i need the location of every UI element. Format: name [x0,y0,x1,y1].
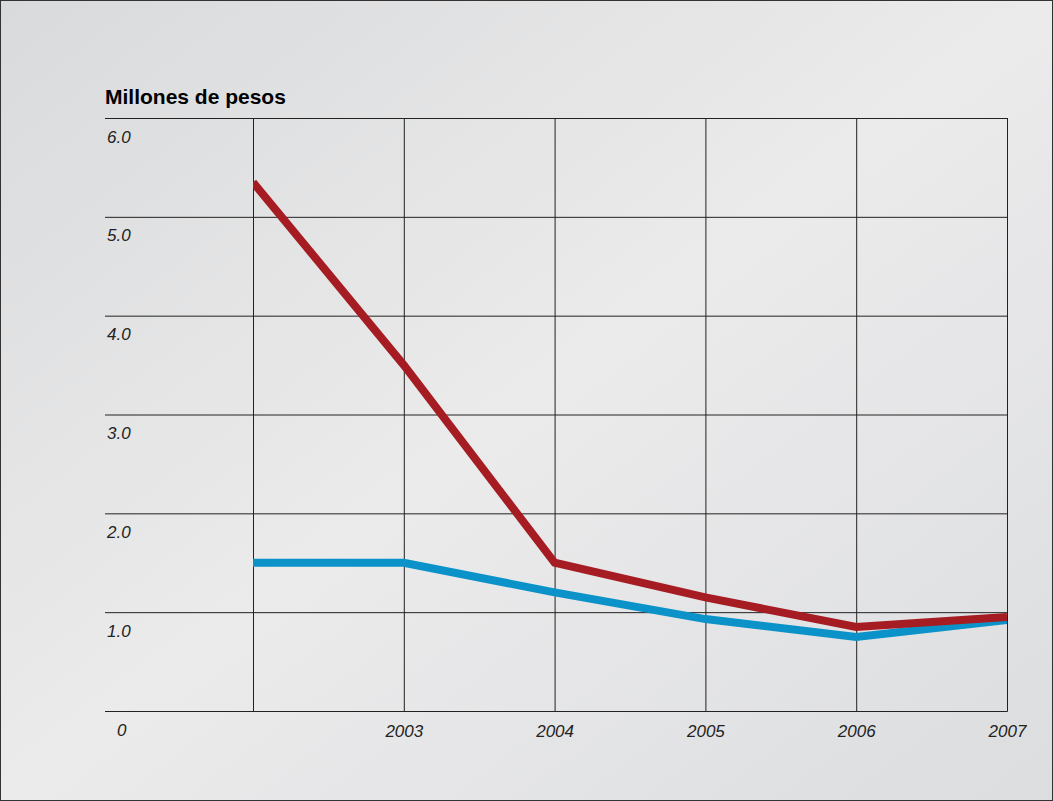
plot-area [253,182,1007,637]
y-grid-line [105,612,1007,613]
x-tick [253,118,254,711]
y-tick-label: 3.0 [107,424,131,443]
y-tick-label: 1.0 [107,622,131,641]
y-grid-line [105,217,1007,218]
y-tick-label: 6.0 [107,128,131,147]
y-axis-line [1007,119,1008,712]
x-tick-label: 2005 [686,722,725,741]
x-tick: 2006 [837,118,876,741]
y-tick: 5.0 [105,217,1007,245]
chart-title: Millones de pesos [105,85,286,108]
x-grid-line [1007,118,1008,711]
y-tick-label: 0 [117,721,127,740]
x-tick: 2003 [384,118,423,741]
series-line [253,182,1007,627]
x-axis: 2003 2004 2005 2006 2007 [254,118,1027,741]
y-tick-label: 4.0 [107,325,131,344]
x-grid-line [856,118,857,711]
x-tick-label: 2007 [988,722,1027,741]
y-tick-label: 2.0 [106,523,131,542]
y-grid-line [105,711,1007,712]
x-tick-label: 2003 [384,722,423,741]
background [1,1,1053,801]
y-tick: 4.0 [105,316,1007,344]
y-tick: 2.0 [105,514,1007,542]
x-tick: 2007 [988,118,1027,741]
y-tick: 3.0 [105,415,1007,443]
x-grid-line [253,118,254,711]
x-grid-line [555,118,556,711]
x-grid-line [404,118,405,711]
y-tick-label: 5.0 [107,226,131,245]
x-axis-line [254,711,1008,712]
y-grid-line [105,415,1007,416]
y-grid-line [105,513,1007,514]
y-axis: 0 1.0 2.0 3.0 4.0 5.0 6.0 [105,119,1008,740]
chart: 0 1.0 2.0 3.0 4.0 5.0 6.0 2003 2004 2005 2006 2007 M… [0,0,1053,801]
x-tick: 2005 [686,118,725,741]
x-tick-label: 2004 [535,722,574,741]
x-tick-label: 2006 [837,722,876,741]
y-grid-line [105,316,1007,317]
y-grid-line [105,118,1007,119]
x-tick: 2004 [535,118,574,741]
y-tick: 6.0 [105,119,1007,147]
